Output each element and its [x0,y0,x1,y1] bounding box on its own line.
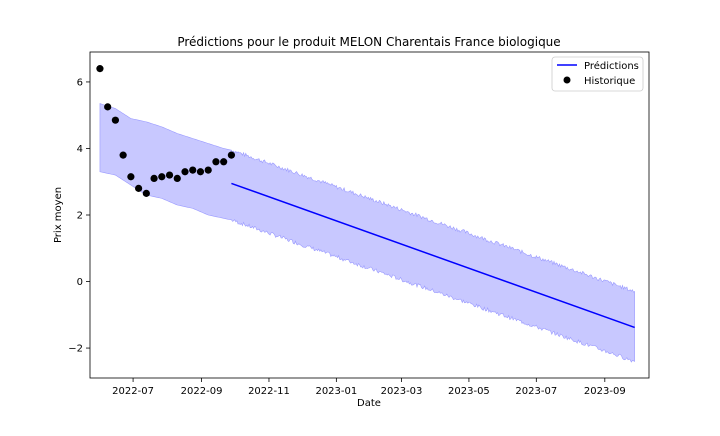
legend: Prédictions Historique [551,56,644,92]
y-tick-label: 0 [77,277,83,288]
plot-area [96,65,635,363]
history-point [165,171,174,179]
history-point [111,116,120,124]
x-tick-label: 2022-07 [112,386,154,397]
history-point [119,151,127,159]
x-tick-label: 2023-01 [315,386,357,397]
history-point [96,65,104,73]
x-tick-label: 2023-07 [515,386,557,397]
y-axis-label: Prix moyen [53,187,64,243]
y-tick-label: 2 [77,211,83,222]
chart-title: Prédictions pour le produit MELON Charen… [177,35,560,49]
history-point [158,173,166,181]
y-tick-label: 4 [77,144,83,155]
history-point [135,184,143,192]
history-point [220,158,228,166]
history-point [196,168,205,176]
y-tick-label: −2 [68,344,83,355]
x-axis-label: Date [357,398,381,409]
x-tick-label: 2023-03 [381,386,423,397]
history-point [142,189,150,197]
prediction-line [231,182,635,329]
x-tick-label: 2022-11 [248,386,290,397]
history-point [181,168,189,176]
legend-history-swatch [563,76,571,84]
y-tick-label: 6 [77,77,83,88]
legend-prediction-label: Prédictions [584,60,639,72]
y-axis: −2 0 2 4 6 [68,77,90,355]
history-point [150,174,158,183]
x-tick-label: 2023-09 [584,386,626,397]
confidence-band [99,103,635,363]
history-point [204,166,212,174]
history-point [127,173,135,181]
history-point [189,166,197,174]
history-point [227,151,236,159]
history-point [212,158,220,166]
x-tick-label: 2023-05 [448,386,490,397]
history-point [173,174,181,183]
history-point [104,103,112,111]
x-axis: 2022-07 2022-09 2022-11 2023-01 2023-03 2023-… [112,378,626,397]
legend-history-label: Historique [584,76,635,87]
x-tick-label: 2022-09 [181,386,223,397]
